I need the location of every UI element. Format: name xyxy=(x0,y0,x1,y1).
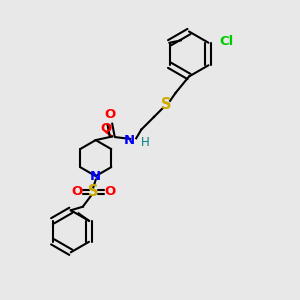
Text: S: S xyxy=(161,97,172,112)
Text: O: O xyxy=(104,108,116,121)
Text: O: O xyxy=(100,122,111,135)
Text: N: N xyxy=(123,134,134,147)
Text: N: N xyxy=(90,169,101,183)
Text: H: H xyxy=(140,136,149,149)
Text: O: O xyxy=(104,185,116,198)
Text: Cl: Cl xyxy=(219,35,233,48)
Text: S: S xyxy=(88,184,99,199)
Text: O: O xyxy=(71,185,82,198)
